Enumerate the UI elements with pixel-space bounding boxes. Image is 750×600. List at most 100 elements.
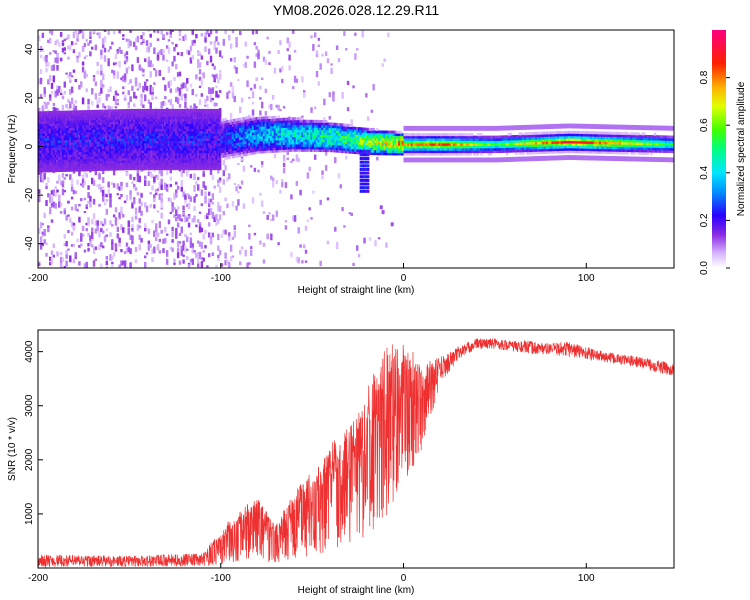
- spectrogram-cell: [58, 156, 61, 160]
- spectrogram-cell: [273, 149, 277, 153]
- spectrogram-cell: [48, 52, 52, 55]
- spectrogram-cell: [207, 140, 211, 144]
- spectrogram-cell: [81, 166, 85, 169]
- spectrogram-cell: [189, 241, 193, 248]
- spectrogram-cell: [217, 42, 220, 46]
- spectrogram-cell: [215, 118, 218, 122]
- spectrogram-cell: [81, 127, 85, 131]
- spectrogram-cell: [224, 134, 227, 138]
- spectrogram-cell: [70, 231, 74, 236]
- spectrogram-cell: [96, 141, 99, 145]
- spectrogram-cell: [189, 125, 193, 129]
- spectrogram-cell: [160, 162, 163, 166]
- spectrogram-cell: [154, 142, 158, 146]
- spectrogram-cell: [120, 133, 123, 137]
- spectrogram-cell: [162, 150, 165, 154]
- spectrogram-cell: [38, 167, 41, 171]
- spectrogram-cell: [109, 128, 112, 132]
- spectrogram-cell: [120, 155, 123, 159]
- spectrogram-cell: [103, 116, 107, 120]
- spectrogram-cell: [284, 146, 288, 150]
- spectrogram-cell: [303, 124, 306, 128]
- spectrogram-cell: [114, 160, 118, 164]
- spectrogram-cell: [83, 172, 87, 175]
- spectrogram-cell: [83, 180, 87, 186]
- spectrogram-cell: [244, 150, 247, 154]
- spectrogram-cell: [61, 127, 65, 131]
- spectrogram-cell: [259, 85, 262, 90]
- spectrogram-cell: [129, 190, 132, 198]
- spectrogram-cell: [122, 113, 125, 117]
- spectrogram-cell: [202, 108, 205, 112]
- spectrogram-cell: [271, 135, 275, 139]
- spectrogram-cell: [264, 59, 268, 66]
- spectrogram-cell: [206, 128, 209, 132]
- spectrogram-cell: [65, 156, 68, 160]
- spectrogram-cell: [69, 125, 72, 129]
- spectrogram-cell: [284, 149, 288, 153]
- spectrogram-cell: [160, 101, 163, 109]
- spectrogram-cell: [63, 210, 67, 215]
- spectrogram-cell: [160, 128, 163, 132]
- spectrogram-cell: [98, 97, 101, 103]
- spectrogram-cell: [279, 68, 282, 73]
- spectrogram-cell: [94, 134, 98, 138]
- spectrogram-cell: [78, 134, 81, 138]
- spectrogram-cell: [63, 142, 67, 146]
- spectrogram-cell: [321, 132, 324, 136]
- spectrogram-cell: [87, 112, 90, 116]
- spectrogram-cell: [43, 137, 46, 141]
- spectrogram-cell: [295, 129, 299, 133]
- spectrogram-cell: [120, 145, 123, 149]
- spectrogram-cell: [131, 240, 134, 245]
- spectrogram-cell: [103, 126, 107, 130]
- spectrogram-cell: [275, 144, 279, 148]
- spectrogram-cell: [207, 232, 211, 238]
- spectrogram-cell: [290, 144, 293, 148]
- spectrogram-cell: [213, 157, 216, 161]
- spectrogram-cell: [91, 165, 94, 169]
- spectrogram-cell: [54, 130, 57, 134]
- spectrogram-cell: [41, 152, 45, 156]
- spectrogram-cell: [164, 113, 167, 117]
- spectrogram-cell: [187, 123, 191, 127]
- spectrogram-cell: [127, 140, 130, 144]
- spectrogram-cell: [47, 118, 50, 122]
- spectrogram-cell: [189, 116, 193, 120]
- spectrogram-cell: [160, 184, 163, 190]
- spectrogram-cell: [165, 108, 169, 112]
- spectrogram-cell: [312, 139, 315, 143]
- spectrogram-cell: [242, 148, 246, 152]
- spectrogram-cell: [52, 118, 56, 122]
- spectrogram-cell: [138, 152, 141, 156]
- spectrogram-cell: [154, 70, 158, 77]
- spectrogram-cell: [136, 121, 140, 124]
- spectrogram-cell: [38, 189, 41, 194]
- spectrogram-cell: [160, 150, 163, 154]
- spectrogram-cell: [262, 128, 266, 132]
- spectrogram-cell: [116, 192, 120, 196]
- spectrogram-cell: [96, 138, 99, 142]
- spectrogram-cell: [207, 145, 211, 149]
- spectrogram-cell: [213, 133, 216, 137]
- spectrogram-cell: [89, 160, 92, 164]
- spectrogram-cell: [98, 32, 101, 39]
- spectrogram-cell: [154, 167, 158, 171]
- spectrogram-cell: [224, 149, 227, 153]
- spectrogram-cell: [200, 79, 204, 86]
- spectrogram-cell: [125, 56, 129, 60]
- spectrogram-cell: [76, 37, 79, 42]
- spectrogram-cell: [313, 141, 317, 145]
- spectrogram-cell: [164, 135, 167, 139]
- spectrogram-cell: [39, 80, 43, 85]
- spectrogram-cell: [103, 136, 107, 140]
- spectrogram-cell: [59, 127, 63, 131]
- spectrogram-cell: [195, 142, 198, 146]
- spectrogram-cell: [43, 147, 46, 151]
- spectrogram-cell: [297, 117, 300, 121]
- spectrogram-cell: [67, 149, 70, 153]
- spectrogram-cell: [193, 138, 196, 141]
- spectrogram-cell: [58, 144, 61, 148]
- spectrogram-cell: [65, 161, 68, 165]
- spectrogram-cell: [312, 190, 315, 194]
